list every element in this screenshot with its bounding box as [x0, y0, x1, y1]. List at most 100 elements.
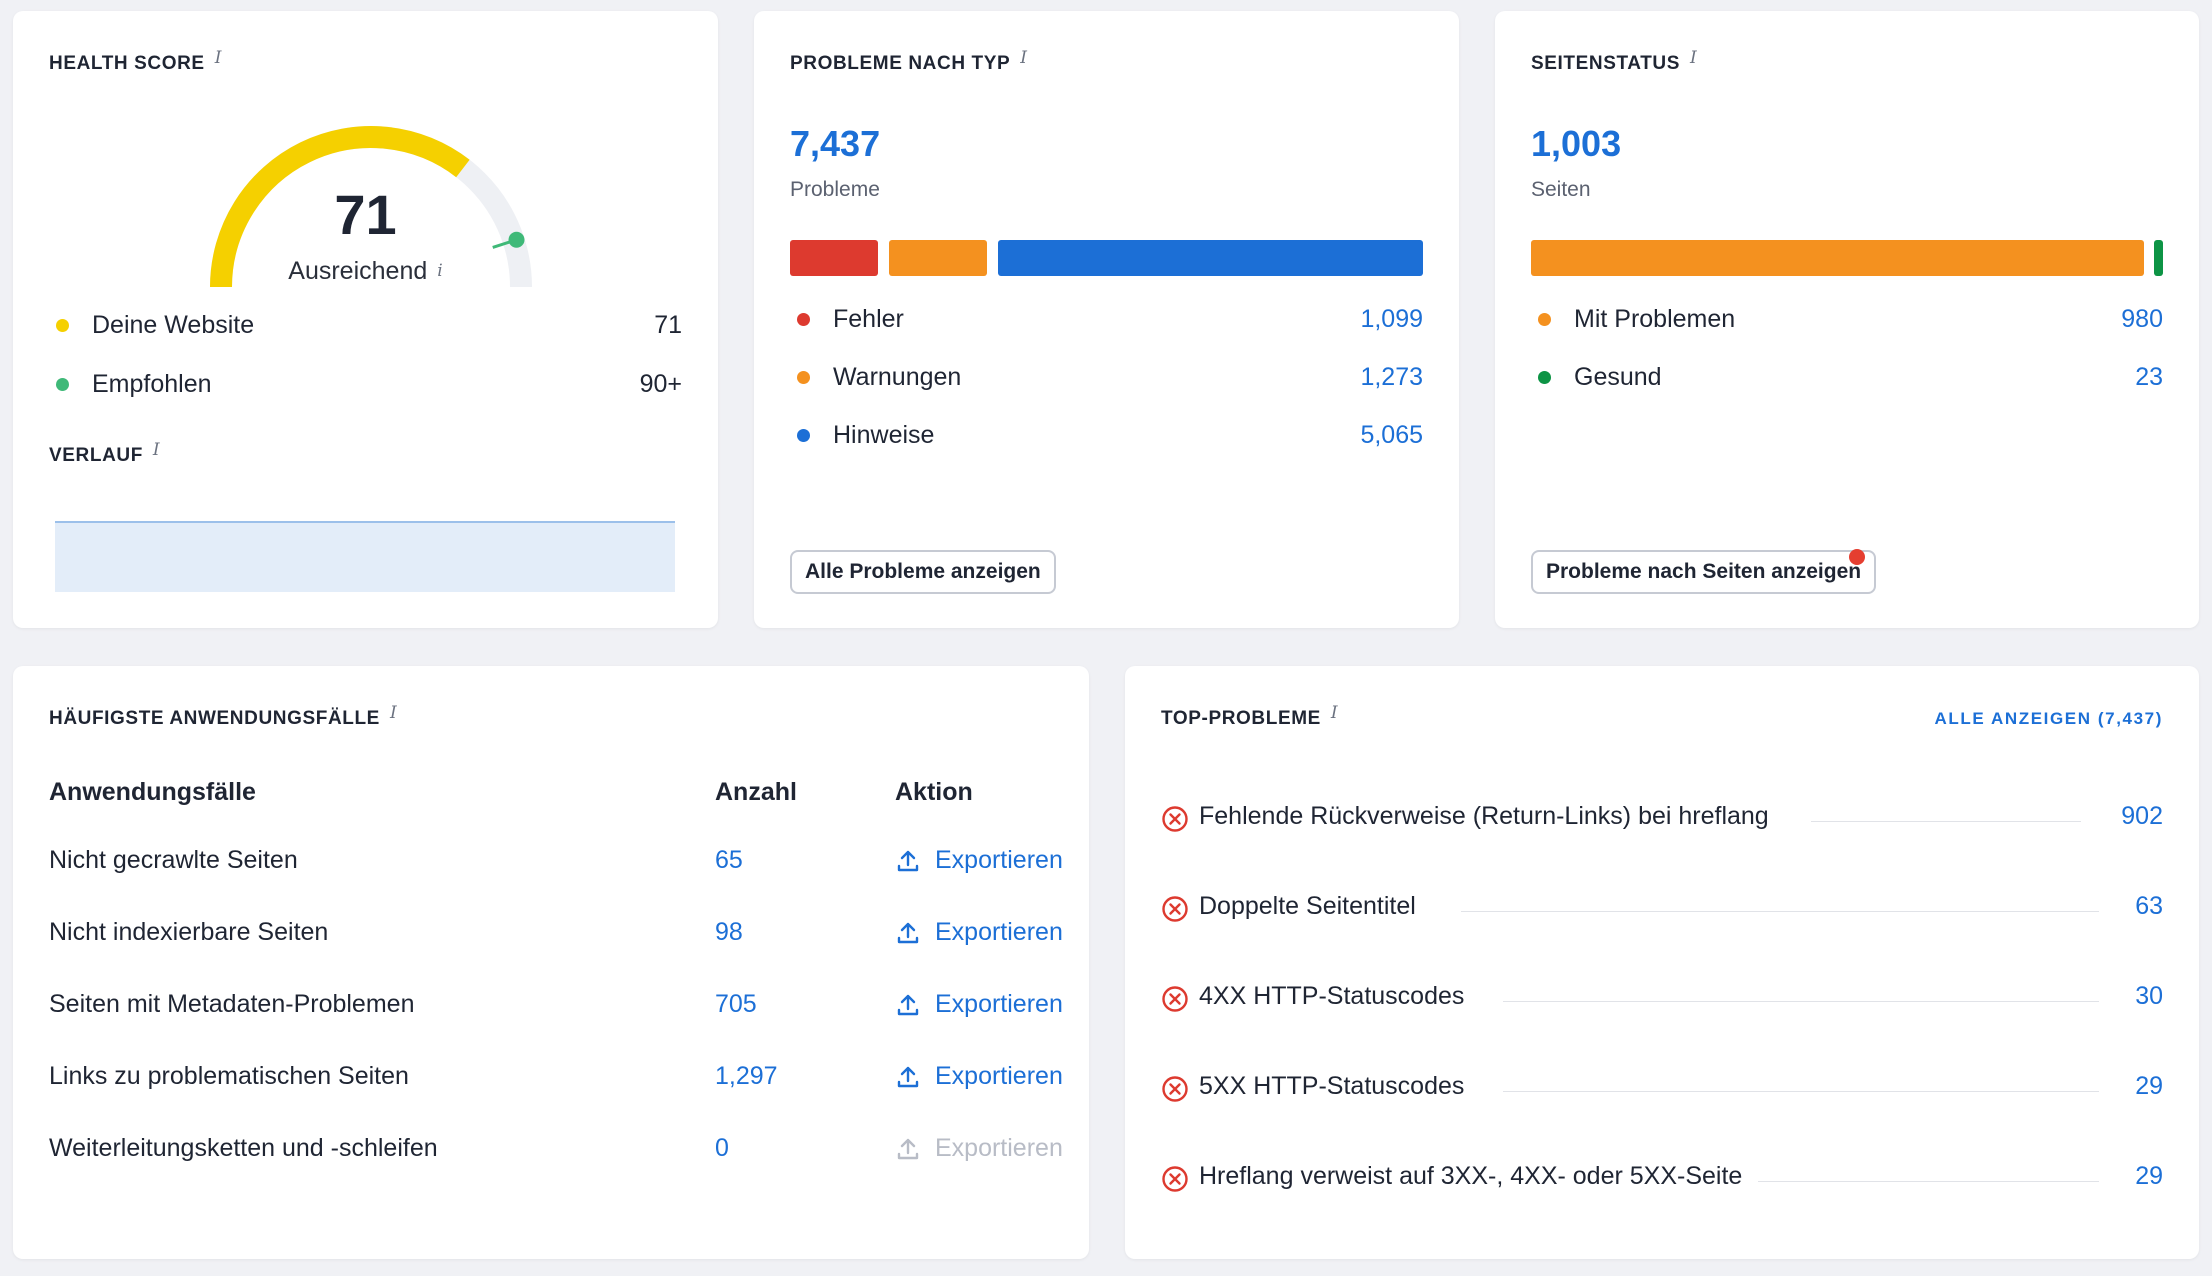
pages-healthy-value[interactable]: 23	[2135, 363, 2163, 391]
top-problem-label[interactable]: 5XX HTTP-Statuscodes	[1199, 1072, 1481, 1101]
use-cases-title: HÄUFIGSTE ANWENDUNGSFÄLLE i	[49, 703, 398, 729]
notices-dot	[797, 429, 810, 442]
error-circle-icon	[1162, 986, 1188, 1012]
recommended-dot	[56, 378, 69, 391]
warnings-bar[interactable]	[889, 240, 987, 276]
top-problem-row[interactable]: 5XX HTTP-Statuscodes 29	[1125, 1069, 2199, 1109]
info-icon[interactable]: i	[214, 48, 223, 68]
col-header-count: Anzahl	[715, 778, 797, 806]
top-problem-label[interactable]: Doppelte Seitentitel	[1199, 892, 1432, 921]
top-problems-card: TOP-PROBLEME i ALLE ANZEIGEN (7,437) Fehl…	[1125, 666, 2199, 1259]
healthy-dot	[1538, 371, 1551, 384]
problems-by-type-card: PROBLEME NACH TYP i 7,437 Probleme Fehler…	[754, 11, 1459, 628]
problems-row-warnings: Warnungen	[797, 363, 961, 392]
error-circle-icon	[1162, 806, 1188, 832]
top-problem-count[interactable]: 29	[2135, 1072, 2163, 1100]
info-icon[interactable]: i	[389, 703, 398, 723]
health-score-value: 71	[334, 183, 397, 246]
top-problem-row[interactable]: 4XX HTTP-Statuscodes 30	[1125, 979, 2199, 1019]
top-problem-count[interactable]: 30	[2135, 982, 2163, 1010]
top-problem-count[interactable]: 29	[2135, 1162, 2163, 1190]
problems-title: PROBLEME NACH TYP i	[790, 48, 1028, 74]
errors-value[interactable]: 1,099	[1360, 305, 1423, 333]
health-row-recommended: Empfohlen	[56, 370, 212, 399]
view-all-link[interactable]: ALLE ANZEIGEN (7,437)	[1934, 709, 2163, 728]
warnings-value[interactable]: 1,273	[1360, 363, 1423, 391]
use-case-count[interactable]: 65	[715, 846, 743, 874]
errors-bar[interactable]	[790, 240, 878, 276]
page-status-card: SEITENSTATUS i 1,003 Seiten Mit Problemen…	[1495, 11, 2199, 628]
pages-row-healthy: Gesund	[1538, 363, 1662, 392]
info-icon[interactable]: i	[1690, 48, 1698, 68]
health-score-title: HEALTH SCORE i	[49, 48, 223, 74]
pages-problems-value[interactable]: 980	[2121, 305, 2163, 333]
use-case-name: Seiten mit Metadaten-Problemen	[49, 990, 415, 1018]
healthy-pages-bar[interactable]	[2154, 240, 2163, 276]
upload-icon	[897, 994, 919, 1015]
error-circle-icon	[1162, 1076, 1188, 1102]
top-problem-row[interactable]: Doppelte Seitentitel 63	[1125, 889, 2199, 929]
top-problem-row[interactable]: Hreflang verweist auf 3XX-, 4XX- oder 5X…	[1125, 1159, 2199, 1199]
row-divider	[1811, 821, 2081, 822]
health-score-label: Ausreichend i	[288, 257, 443, 285]
top-problem-row[interactable]: Fehlende Rückverweise (Return-Links) bei…	[1125, 799, 2199, 839]
use-case-name: Nicht indexierbare Seiten	[49, 918, 329, 946]
error-circle-icon	[1162, 1166, 1188, 1192]
health-score-card: HEALTH SCORE i 71 Ausreichend i Deine Webs…	[13, 11, 718, 628]
pages-total-label: Seiten	[1531, 178, 1591, 201]
pages-row-problems: Mit Problemen	[1538, 305, 1735, 334]
pages-with-problems-bar[interactable]	[1531, 240, 2144, 276]
all-problems-button[interactable]: Alle Probleme anzeigen	[790, 550, 1056, 594]
row-divider	[1461, 911, 2099, 912]
use-case-count[interactable]: 98	[715, 918, 743, 946]
upload-icon	[897, 850, 919, 871]
top-problem-count[interactable]: 902	[2121, 802, 2163, 830]
top-problems-title: TOP-PROBLEME i	[1161, 703, 1339, 729]
gauge-recommended-dot	[508, 231, 525, 248]
notices-value[interactable]: 5,065	[1360, 421, 1423, 449]
use-case-name: Nicht gecrawlte Seiten	[49, 846, 298, 874]
use-cases-card: HÄUFIGSTE ANWENDUNGSFÄLLE i Anwendungsfäl…	[13, 666, 1089, 1259]
error-circle-icon	[1162, 896, 1188, 922]
top-problem-label[interactable]: Hreflang verweist auf 3XX-, 4XX- oder 5X…	[1199, 1162, 1759, 1191]
health-website-value: 71	[654, 311, 682, 339]
health-gauge	[210, 126, 532, 288]
info-icon[interactable]: i	[437, 261, 443, 281]
info-icon[interactable]: i	[152, 440, 161, 460]
pages-total[interactable]: 1,003	[1531, 123, 1622, 164]
problems-by-pages-button[interactable]: Probleme nach Seiten anzeigen	[1531, 550, 1877, 594]
history-title: VERLAUF i	[49, 440, 161, 466]
export-button[interactable]: Exportieren	[897, 918, 1063, 947]
use-case-count[interactable]: 705	[715, 990, 757, 1018]
upload-icon	[897, 922, 919, 943]
health-row-website: Deine Website	[56, 311, 254, 340]
upload-icon	[897, 1066, 919, 1087]
page-status-title: SEITENSTATUS i	[1531, 48, 1698, 74]
problems-total-label: Probleme	[790, 178, 880, 201]
history-chart	[55, 521, 675, 592]
info-icon[interactable]: i	[1020, 48, 1028, 68]
problems-dot	[1538, 313, 1551, 326]
top-problem-label[interactable]: 4XX HTTP-Statuscodes	[1199, 982, 1481, 1011]
use-case-name: Weiterleitungsketten und -schleifen	[49, 1134, 438, 1162]
notices-bar[interactable]	[998, 240, 1423, 276]
row-divider	[1503, 1091, 2099, 1092]
export-button[interactable]: Exportieren	[897, 1062, 1063, 1091]
use-case-name: Links zu problematischen Seiten	[49, 1062, 409, 1090]
export-button-disabled: Exportieren	[897, 1134, 1063, 1163]
use-case-count[interactable]: 1,297	[715, 1062, 778, 1090]
website-dot	[56, 319, 69, 332]
problems-total[interactable]: 7,437	[790, 123, 881, 164]
col-header-use-case: Anwendungsfälle	[49, 778, 256, 806]
errors-dot	[797, 313, 810, 326]
export-button[interactable]: Exportieren	[897, 990, 1063, 1019]
info-icon[interactable]: i	[1330, 703, 1339, 723]
use-case-count[interactable]: 0	[715, 1134, 729, 1162]
notification-dot	[1849, 549, 1865, 565]
export-button[interactable]: Exportieren	[897, 846, 1063, 875]
problems-row-errors: Fehler	[797, 305, 904, 334]
row-divider	[1745, 1181, 2099, 1182]
gauge-fill	[210, 126, 470, 288]
top-problem-count[interactable]: 63	[2135, 892, 2163, 920]
top-problem-label[interactable]: Fehlende Rückverweise (Return-Links) bei…	[1199, 802, 1785, 831]
